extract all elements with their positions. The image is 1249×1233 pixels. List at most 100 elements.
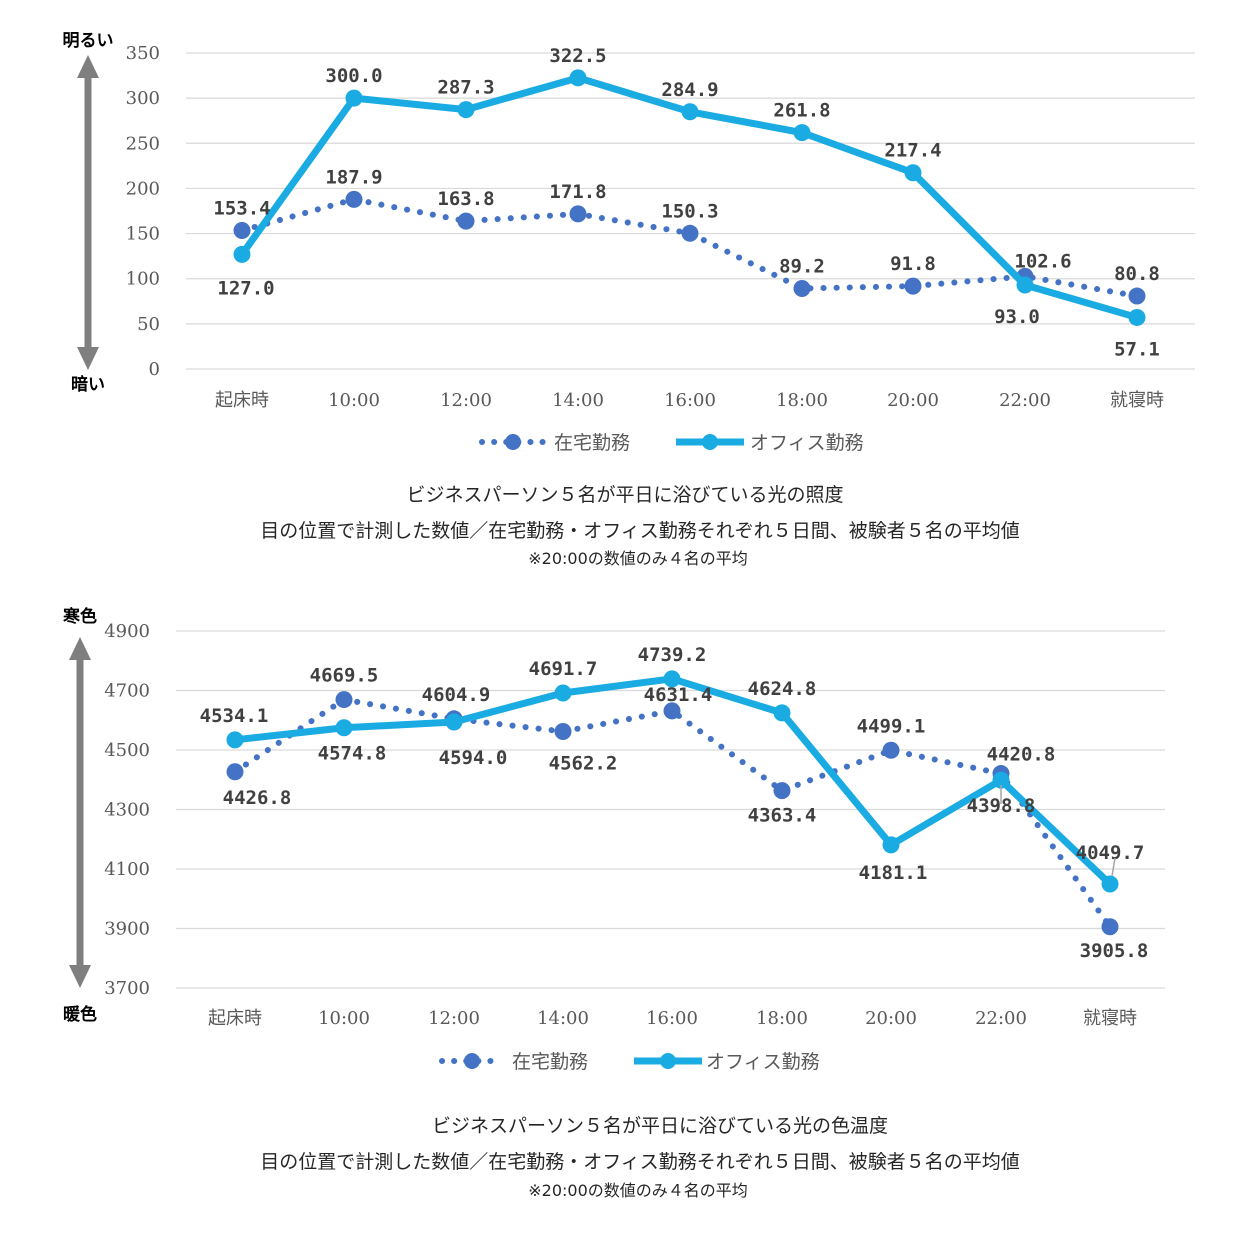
c2-office-point (663, 670, 681, 688)
c2-office-point (226, 731, 244, 749)
c1-home-point (1128, 287, 1146, 305)
c1-home-point (233, 222, 251, 240)
c1-office-point (904, 164, 922, 182)
c1-office-point (1016, 276, 1034, 294)
c1-office-label: 300.0 (325, 65, 382, 87)
c2-leader-bed (1111, 857, 1116, 877)
c2-home-label: 4426.8 (223, 787, 292, 809)
c2-y-tick-label: 4100 (104, 859, 150, 880)
c2-office-point (992, 771, 1010, 789)
c2-legend: 在宅勤務 オフィス勤務 (439, 1051, 820, 1073)
c2-legend-office-label: オフィス勤務 (706, 1051, 820, 1073)
c2-home-point (1101, 918, 1119, 936)
c2-home-label: 4562.2 (549, 752, 618, 774)
c1-y-tick-label: 250 (126, 133, 160, 154)
c2-office-label: 4534.1 (200, 705, 269, 727)
c1-legend-office-label: オフィス勤務 (750, 432, 864, 454)
c2-home-point (554, 722, 572, 740)
c2-home-label: 4363.4 (748, 805, 817, 827)
c1-x-tick-label: 16:00 (664, 390, 716, 411)
c1-home-label: 102.6 (1014, 250, 1071, 272)
c1-office-label: 261.8 (773, 100, 830, 122)
c2-home-point (882, 741, 900, 759)
c2-home-point (773, 782, 791, 800)
illuminance-chart: 0 50 100 150 200 250 300 350 起床時 10:00 12:00 14:00… (63, 31, 1195, 568)
c1-home-point (793, 279, 811, 297)
c2-office-point (1101, 875, 1119, 893)
c1-home-label: 80.8 (1114, 263, 1160, 285)
c1-legend-home-label: 在宅勤務 (554, 432, 630, 454)
c1-legend-office: オフィス勤務 (676, 432, 864, 454)
c1-x-ticks: 起床時 10:00 12:00 14:00 16:00 18:00 20:00 22:00 就寝… (215, 390, 1164, 411)
c2-series-home-line (232, 696, 1113, 930)
c2-data-labels: 4426.8 4669.5 4604.9 4562.2 4631.4 4363.4 4499… (200, 644, 1149, 962)
c2-office-label: 4739.2 (638, 644, 707, 666)
c2-home-label: 4669.5 (310, 665, 379, 687)
c1-y-tick-label: 0 (149, 359, 160, 380)
c1-x-tick-label: 18:00 (776, 390, 828, 411)
c1-legend-home: 在宅勤務 (479, 432, 630, 454)
c2-home-point (663, 702, 681, 720)
c1-x-tick-label: 10:00 (328, 390, 380, 411)
c2-x-tick-label: 12:00 (428, 1008, 480, 1029)
c1-x-tick-label: 22:00 (999, 390, 1051, 411)
c1-home-label: 150.3 (661, 200, 718, 222)
c1-bottom-label: 暗い (71, 374, 105, 395)
c1-x-tick-label: 20:00 (887, 390, 939, 411)
c1-office-point (233, 245, 251, 263)
c1-y-tick-label: 50 (137, 314, 160, 335)
c1-y-tick-label: 300 (126, 88, 160, 109)
c1-office-label: 217.4 (884, 140, 941, 162)
c1-office-point (457, 101, 475, 119)
c1-legend: 在宅勤務 オフィス勤務 (479, 432, 864, 454)
c2-office-label: 4049.7 (1076, 842, 1145, 864)
c1-home-label: 171.8 (549, 181, 606, 203)
c2-home-point (335, 691, 353, 709)
c2-series (226, 670, 1119, 936)
c2-office-label: 4181.1 (859, 862, 928, 884)
c2-y-tick-label: 4900 (104, 621, 150, 642)
c1-home-point (457, 212, 475, 230)
c2-x-tick-label: 16:00 (646, 1008, 698, 1029)
c1-office-point (681, 103, 699, 121)
c2-y-tick-label: 3900 (104, 919, 150, 940)
c2-office-label: 4624.8 (748, 678, 817, 700)
c1-y-ticks: 0 50 100 150 200 250 300 350 (126, 43, 160, 380)
c1-home-label: 91.8 (890, 253, 936, 275)
c1-x-tick-label: 起床時 (215, 390, 269, 411)
c2-office-point (335, 719, 353, 737)
c2-x-tick-label: 起床時 (208, 1008, 262, 1029)
c2-bottom-label: 暖色 (63, 1004, 97, 1025)
c1-office-label: 57.1 (1114, 338, 1160, 360)
c1-office-label: 93.0 (994, 306, 1040, 328)
c1-y-tick-label: 200 (126, 178, 160, 199)
c2-office-point (882, 836, 900, 854)
c2-home-label: 4499.1 (857, 715, 926, 737)
c1-office-label: 322.5 (549, 45, 606, 67)
c1-y-tick-label: 150 (126, 224, 160, 245)
c1-office-point (1128, 308, 1146, 326)
c1-top-label: 明るい (63, 31, 114, 51)
c2-legend-home-label: 在宅勤務 (512, 1051, 588, 1073)
c1-brightness-arrow (77, 55, 99, 370)
c2-y-tick-label: 4300 (104, 800, 150, 821)
c2-office-point (773, 704, 791, 722)
c2-home-label: 4420.8 (987, 744, 1056, 766)
c1-x-tick-label: 14:00 (552, 390, 604, 411)
c2-home-point (226, 763, 244, 781)
c1-y-tick-label: 350 (126, 43, 160, 64)
c2-x-tick-label: 就寝時 (1083, 1008, 1137, 1029)
c2-caption-subtitle: 目の位置で計測した数値／在宅勤務・オフィス勤務それぞれ５日間、被験者５名の平均値 (260, 1151, 1020, 1173)
c2-x-tick-label: 10:00 (318, 1008, 370, 1029)
c1-home-label: 153.4 (213, 198, 270, 220)
c1-home-label: 89.2 (779, 255, 825, 277)
c1-home-point (681, 224, 699, 242)
c1-office-point (345, 89, 363, 107)
c2-top-label: 寒色 (63, 606, 97, 627)
c1-office-point (569, 69, 587, 87)
c1-home-label: 163.8 (437, 188, 494, 210)
c1-office-label: 127.0 (217, 277, 274, 299)
c1-caption-title: ビジネスパーソン５名が平日に浴びている光の照度 (406, 484, 843, 506)
c1-caption-note: ※20:00の数値のみ４名の平均 (528, 549, 748, 568)
